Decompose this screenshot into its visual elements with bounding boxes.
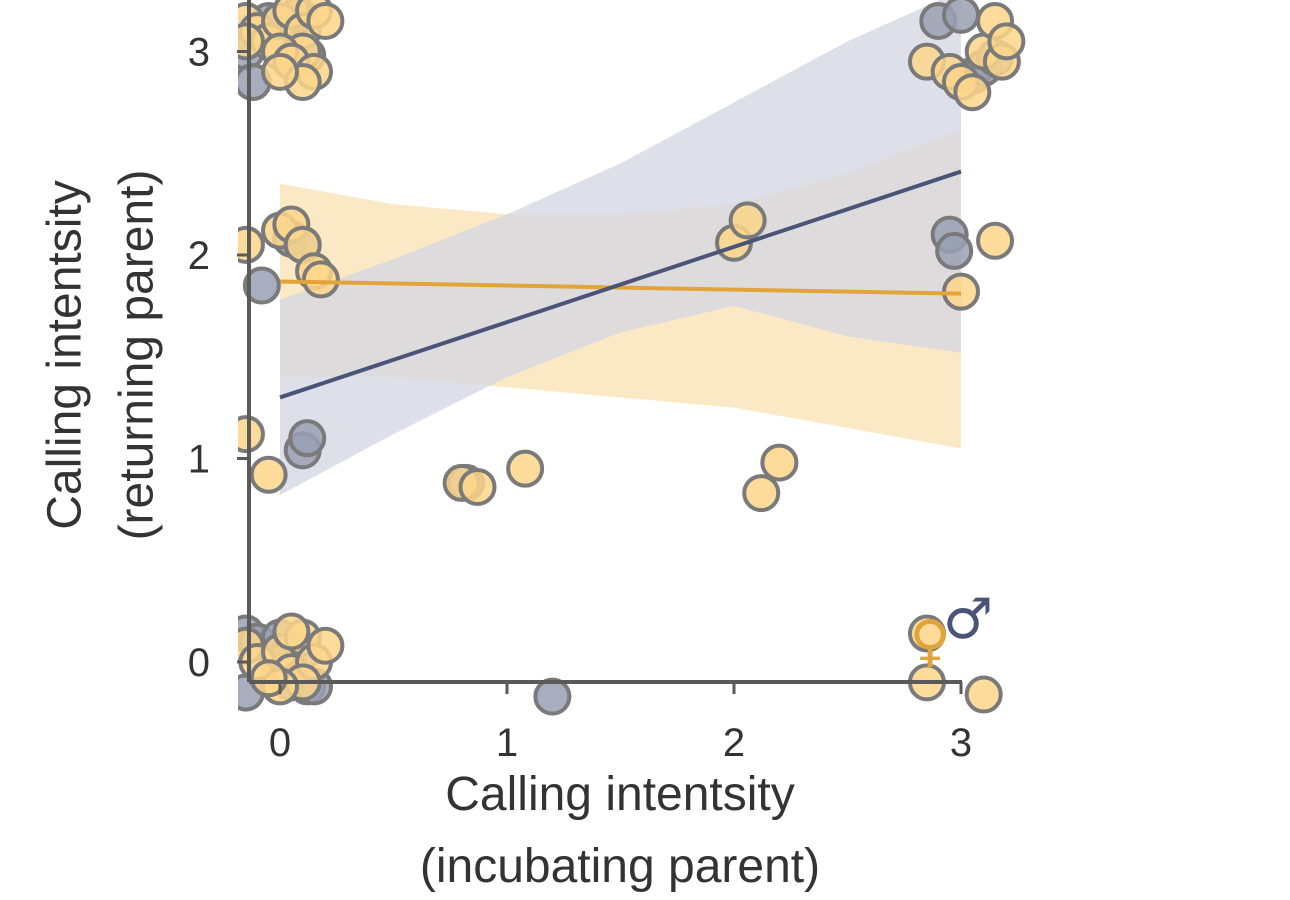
female-point [301, 260, 340, 299]
x-axis-title-line: (incubating parent) [420, 840, 820, 893]
y-axis-title-line: (returning parent) [111, 170, 164, 541]
x-tick-label: 3 [950, 721, 972, 765]
female-point [953, 73, 992, 112]
female-fit-line [279, 279, 962, 296]
female-point [976, 221, 1015, 260]
x-tick-label: 2 [723, 721, 745, 765]
fit-lines [279, 169, 962, 400]
male-point [942, 0, 980, 34]
female-point [728, 201, 767, 240]
female-point [964, 675, 1003, 714]
male-fit-line [279, 169, 962, 400]
male-point [533, 677, 572, 716]
male-point [288, 419, 327, 458]
female-point [272, 612, 311, 651]
male-symbol-icon: ♂ [943, 587, 993, 652]
axis-titles: Calling intentsity (incubating parent) Cal… [39, 170, 820, 893]
y-tick-label: 2 [188, 234, 210, 278]
female-point [907, 614, 946, 653]
male-point [242, 266, 281, 305]
female-point [306, 626, 345, 665]
tick-labels: 0 1 2 3 0 1 2 3 [188, 31, 972, 766]
data-points [238, 0, 1026, 716]
female-point [249, 659, 288, 698]
x-tick-label: 1 [496, 721, 518, 765]
axes [237, 0, 963, 694]
sex-legend: ♀♂ [909, 587, 993, 674]
female-point [742, 474, 781, 513]
female-point [238, 225, 265, 264]
male-confidence-band [280, 0, 961, 496]
female-point [306, 1, 345, 40]
female-point [760, 443, 799, 482]
female-point [458, 467, 497, 506]
female-point [249, 455, 288, 494]
y-tick-label: 3 [188, 31, 210, 75]
x-tick-label: 0 [269, 721, 291, 765]
y-tick-label: 0 [188, 641, 210, 685]
female-point [261, 52, 299, 91]
female-point [506, 449, 545, 488]
female-point [238, 22, 265, 61]
y-axis-title-line: Calling intentsity [39, 180, 92, 530]
y-tick-label: 1 [188, 438, 210, 482]
male-point [935, 231, 974, 270]
x-axis-title-line: Calling intentsity [445, 768, 795, 821]
female-symbol-icon: ♀ [909, 609, 950, 674]
female-point [238, 415, 265, 454]
female-point [987, 22, 1026, 61]
confidence-bands [280, 0, 961, 496]
